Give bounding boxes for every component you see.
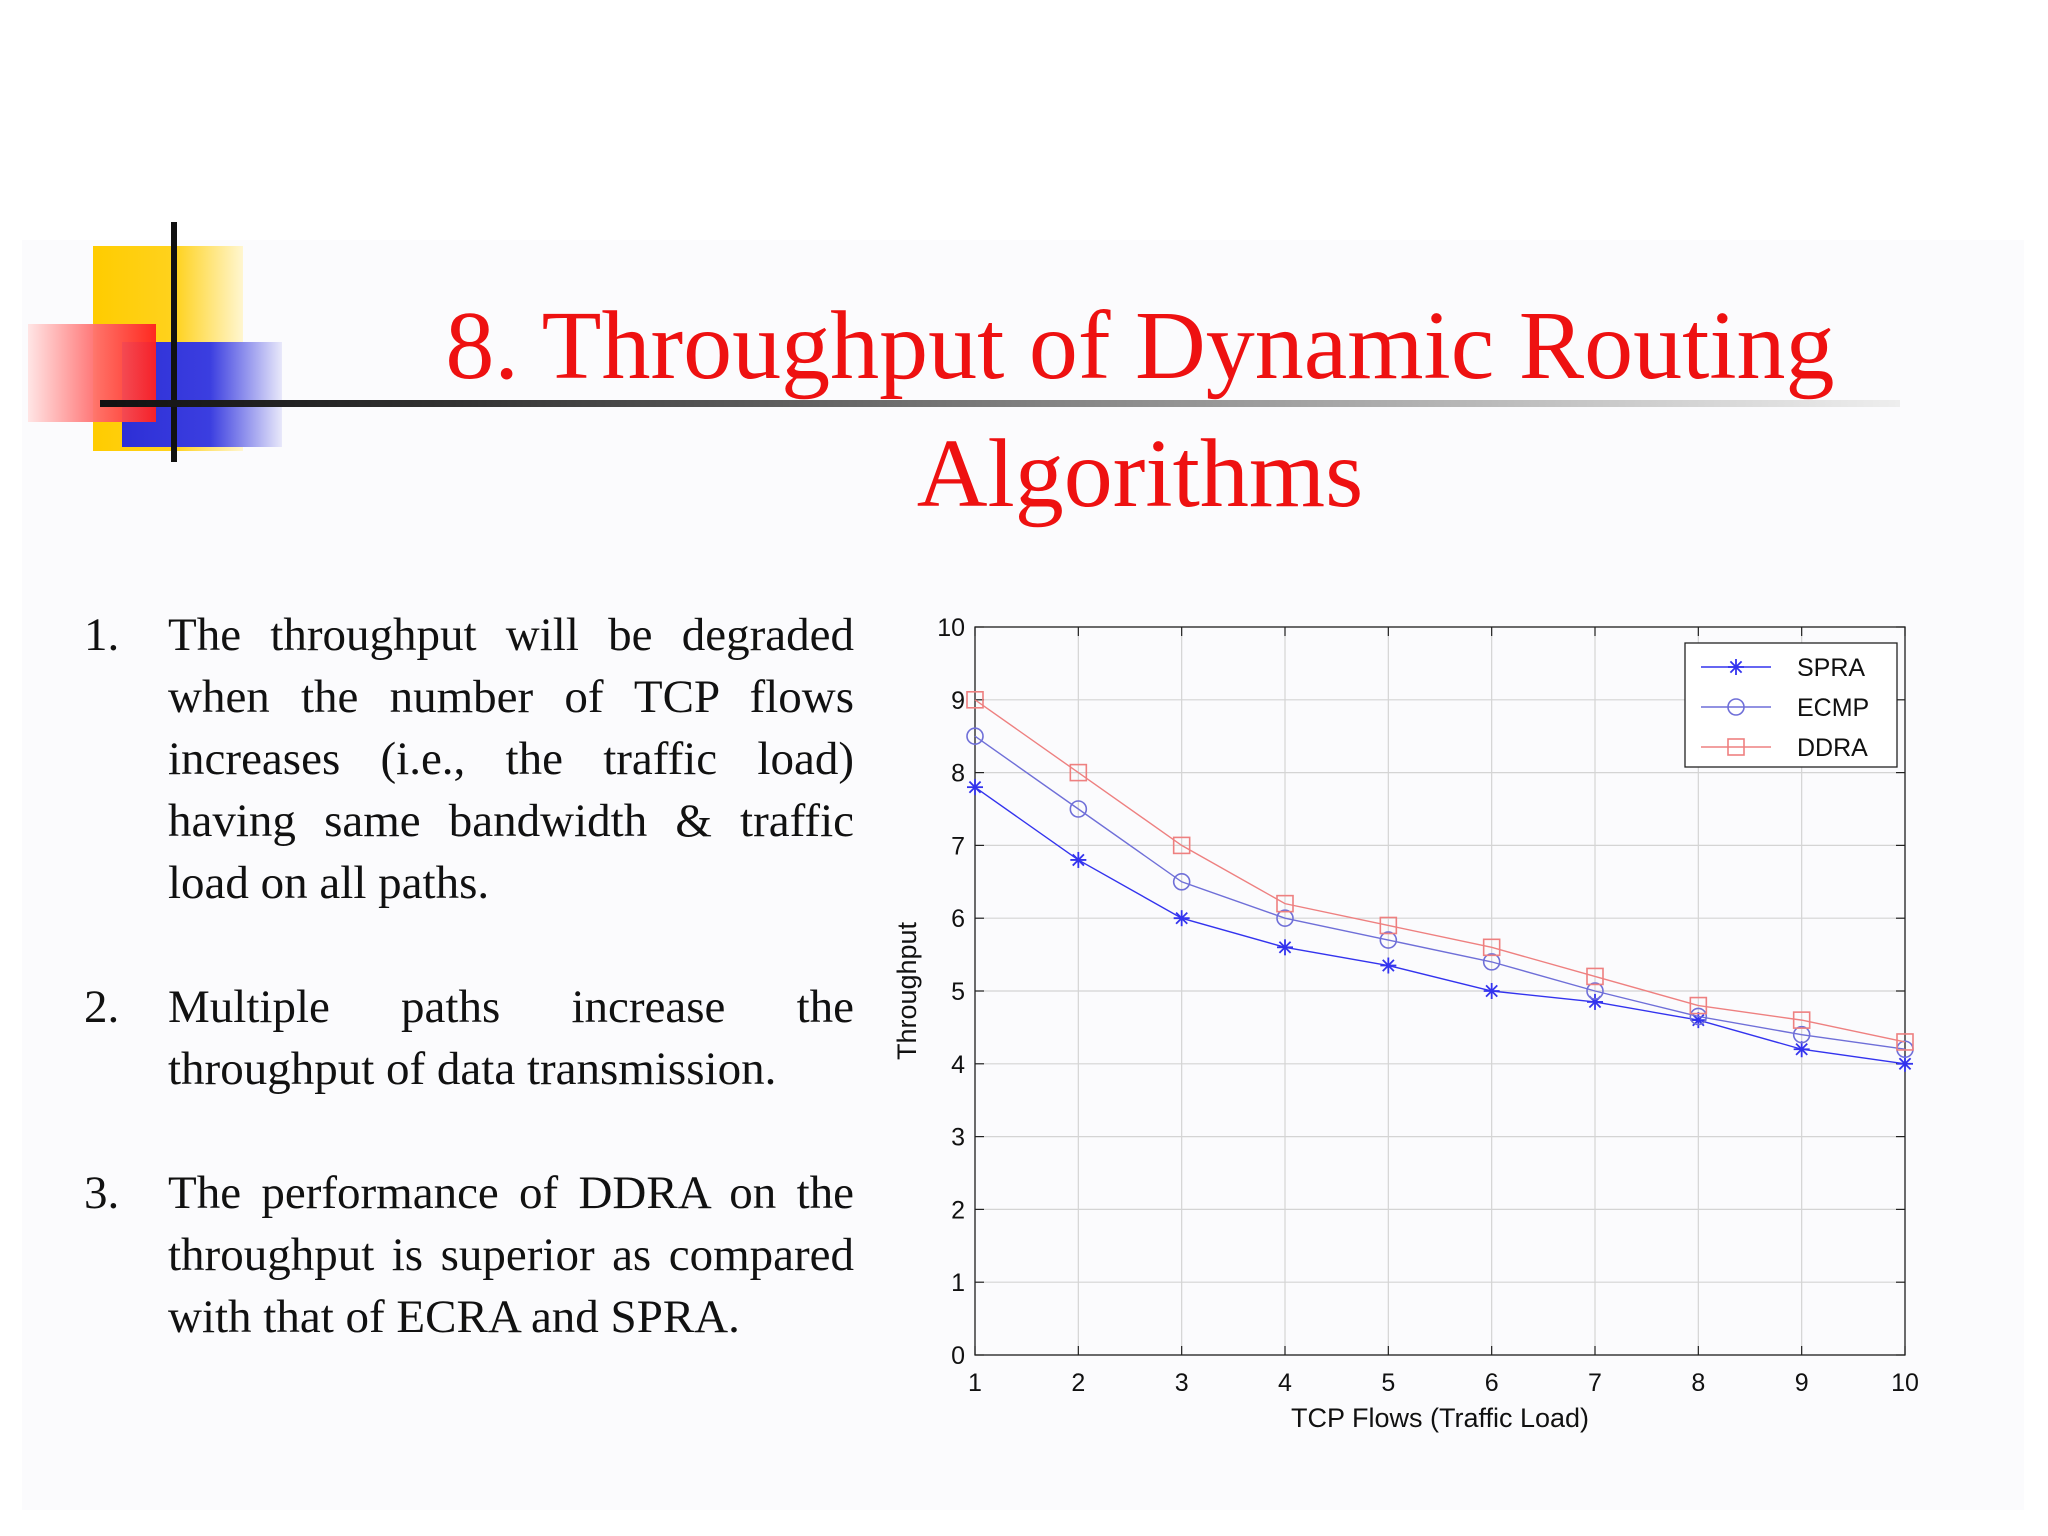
data-point-square: [1276, 894, 1294, 913]
data-point-square: [1172, 836, 1191, 855]
data-point-square: [1727, 738, 1745, 756]
star-stroke: [968, 780, 982, 794]
bullet-item: 3. The performance of DDRA on the throug…: [84, 1162, 854, 1348]
data-point-square: [1792, 1011, 1811, 1029]
x-tick-label: 10: [1891, 1369, 1919, 1397]
data-point-square: [1586, 967, 1604, 986]
y-tick-label: 8: [951, 760, 965, 788]
bullet-number: 1.: [84, 609, 120, 661]
y-tick-label: 3: [951, 1124, 965, 1152]
data-point-star: [1483, 983, 1500, 999]
x-tick-label: 1: [968, 1369, 982, 1397]
legend-label: SPRA: [1797, 654, 1865, 682]
data-point-square: [1689, 996, 1708, 1015]
legend-label: DDRA: [1797, 734, 1868, 762]
data-point-square: [966, 691, 984, 709]
x-tick-label: 3: [1175, 1369, 1189, 1397]
star-stroke: [1175, 911, 1188, 925]
y-axis-label: Throughput: [892, 921, 922, 1060]
legend-label: ECMP: [1797, 694, 1869, 722]
x-tick-label: 4: [1278, 1369, 1292, 1397]
y-tick-label: 4: [951, 1051, 965, 1079]
bullet-text: The performance of DDRA on the throughpu…: [168, 1167, 854, 1343]
y-tick-label: 10: [937, 614, 965, 642]
series-layer: [966, 691, 1914, 1072]
x-axis-label: TCP Flows (Traffic Load): [1291, 1403, 1589, 1433]
slide-title: 8. Throughput of Dynamic Routing Algorit…: [445, 292, 1835, 528]
data-point-circle: [1586, 982, 1604, 1000]
bullet-number: 3.: [84, 1167, 120, 1219]
star-stroke: [1795, 1043, 1808, 1056]
legend-item-ecmp: ECMP: [1701, 694, 1869, 722]
bullet-number: 2.: [84, 981, 120, 1033]
data-point-circle: [1379, 931, 1398, 949]
data-point-star: [1277, 939, 1293, 956]
series-ddra: [966, 691, 1914, 1051]
series-line: [974, 735, 1906, 1050]
bullet-list: 1. The throughput will be degraded when …: [84, 604, 854, 1410]
star-stroke: [1382, 959, 1395, 972]
data-point-star: [1070, 851, 1087, 868]
data-point-circle: [1727, 698, 1745, 716]
data-point-circle: [1276, 909, 1294, 928]
x-tick-label: 6: [1485, 1369, 1499, 1397]
bullet-item: 2. Multiple paths increase the throughpu…: [84, 976, 854, 1100]
y-tick-label: 5: [951, 978, 965, 1006]
x-tick-label: 7: [1588, 1369, 1602, 1397]
y-tick-label: 7: [951, 832, 965, 860]
y-tick-label: 6: [951, 905, 965, 933]
y-tick-label: 9: [951, 687, 965, 715]
series-ecmp: [966, 727, 1914, 1059]
data-point-square: [1379, 916, 1398, 935]
title-underline: [100, 400, 1900, 407]
star-stroke: [1072, 853, 1085, 867]
bullet-text: The throughput will be degraded when the…: [168, 609, 854, 909]
data-point-square: [1482, 938, 1501, 957]
x-tick-label: 9: [1795, 1369, 1809, 1397]
data-point-star: [967, 779, 983, 796]
series-line: [974, 786, 1906, 1065]
x-tick-label: 8: [1691, 1369, 1705, 1397]
legend-item-spra: SPRA: [1701, 654, 1865, 682]
star-stroke: [1485, 984, 1498, 998]
star-stroke: [1729, 660, 1743, 674]
x-tick-label: 5: [1381, 1369, 1395, 1397]
data-point-star: [1380, 957, 1397, 974]
data-point-square: [1896, 1033, 1914, 1051]
data-point-square: [1069, 763, 1088, 782]
data-point-circle: [1069, 800, 1088, 818]
data-point-circle: [1689, 1007, 1708, 1026]
data-point-star: [1793, 1041, 1810, 1058]
star-stroke: [1898, 1057, 1912, 1071]
x-tick-label: 2: [1071, 1369, 1085, 1397]
series-line: [974, 699, 1906, 1043]
legend-item-ddra: DDRA: [1701, 734, 1868, 762]
data-point-star: [1897, 1055, 1913, 1072]
y-tick-label: 0: [951, 1342, 965, 1370]
star-stroke: [1278, 941, 1292, 954]
data-point-circle: [1792, 1025, 1811, 1044]
data-point-circle: [966, 727, 984, 745]
bullet-text: Multiple paths increase the throughput o…: [168, 981, 854, 1095]
bullet-item: 1. The throughput will be degraded when …: [84, 604, 854, 914]
legend: SPRA ECMP DDRA: [1684, 642, 1898, 768]
y-tick-label: 2: [951, 1196, 965, 1224]
data-point-star: [1728, 659, 1744, 675]
slide-background: [22, 240, 2024, 1510]
data-point-circle: [1172, 872, 1191, 891]
series-spra: [967, 779, 1913, 1072]
data-point-circle: [1482, 953, 1501, 971]
y-tick-label: 1: [951, 1269, 965, 1297]
data-point-star: [1173, 910, 1190, 927]
decor-vertical-line: [171, 222, 177, 462]
decor-red-square: [28, 324, 156, 422]
